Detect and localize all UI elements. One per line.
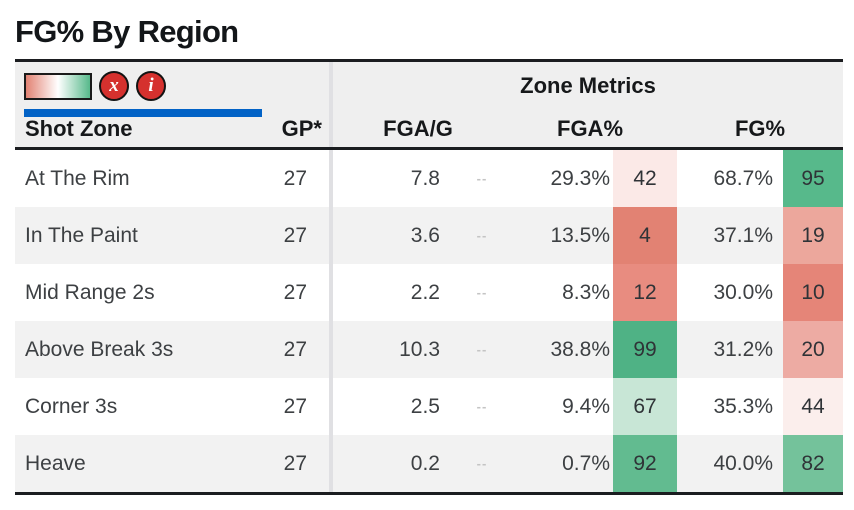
legend-row: x i Zone Metrics (15, 62, 843, 110)
cell-shot-zone: Above Break 3s (25, 337, 174, 361)
cell-fg-pct: 35.3% (713, 394, 773, 418)
table-row-heave: Heave 27 0.2 -- 0.7% 92 40.0% 82 (15, 435, 843, 492)
cell-fga-pct: 13.5% (550, 223, 610, 247)
table-row-corner-3s: Corner 3s 27 2.5 -- 9.4% 67 35.3% 44 (15, 378, 843, 435)
group-header: Zone Metrics (520, 73, 656, 98)
trend-placeholder: -- (476, 285, 488, 300)
cell-gp: 27 (283, 337, 307, 361)
cell-shot-zone: Mid Range 2s (25, 280, 155, 304)
cell-fg-pct-percentile: 95 (783, 150, 843, 207)
cell-fg-pct-percentile: 20 (783, 321, 843, 378)
cell-gp: 27 (283, 451, 307, 475)
trend-placeholder: -- (476, 456, 488, 471)
table-body: At The Rim 27 7.8 -- 29.3% 42 68.7% 95 I… (15, 150, 843, 492)
cell-fga-per-game: 2.2 (410, 280, 440, 304)
cell-fg-pct: 68.7% (713, 166, 773, 190)
header-shot-zone[interactable]: Shot Zone (25, 115, 133, 141)
cell-fg-pct: 40.0% (713, 451, 773, 475)
cell-gp: 27 (283, 280, 307, 304)
cell-shot-zone: At The Rim (25, 166, 130, 190)
cell-shot-zone: Heave (25, 451, 86, 475)
section-divider (329, 110, 333, 147)
section-divider (329, 62, 333, 110)
cell-fga-pct-percentile: 12 (613, 264, 677, 321)
header-gp[interactable]: GP* (281, 115, 322, 141)
section-divider (329, 150, 333, 207)
table-row-mid-range-2s: Mid Range 2s 27 2.2 -- 8.3% 12 30.0% 10 (15, 264, 843, 321)
cell-fga-pct: 8.3% (562, 280, 610, 304)
cell-fga-pct-percentile: 92 (613, 435, 677, 492)
cell-fg-pct: 31.2% (713, 337, 773, 361)
table-row-above-break-3s: Above Break 3s 27 10.3 -- 38.8% 99 31.2%… (15, 321, 843, 378)
cell-fg-pct-percentile: 82 (783, 435, 843, 492)
section-divider (329, 264, 333, 321)
cell-fga-per-game: 2.5 (410, 394, 440, 418)
info-button[interactable]: i (136, 71, 166, 101)
trend-placeholder: -- (476, 228, 488, 243)
header-fga-per-game[interactable]: FGA/G (383, 115, 453, 141)
cell-fga-per-game: 3.6 (410, 223, 440, 247)
cell-fg-pct-percentile: 19 (783, 207, 843, 264)
trend-placeholder: -- (476, 399, 488, 414)
cell-fg-pct: 37.1% (713, 223, 773, 247)
cell-shot-zone: Corner 3s (25, 394, 118, 418)
section-divider (329, 435, 333, 492)
cell-fga-per-game: 10.3 (399, 337, 440, 361)
cell-fga-per-game: 0.2 (410, 451, 440, 475)
close-button[interactable]: x (99, 71, 129, 101)
cell-fga-per-game: 7.8 (410, 166, 440, 190)
sort-indicator-bar (24, 109, 262, 117)
trend-placeholder: -- (476, 342, 488, 357)
cell-gp: 27 (283, 166, 307, 190)
page-title: FG% By Region (15, 14, 239, 49)
table-row-in-the-paint: In The Paint 27 3.6 -- 13.5% 4 37.1% 19 (15, 207, 843, 264)
trend-placeholder: -- (476, 171, 488, 186)
cell-fga-pct-percentile: 42 (613, 150, 677, 207)
cell-gp: 27 (283, 223, 307, 247)
percentile-gradient-legend (24, 72, 92, 100)
cell-fg-pct: 30.0% (713, 280, 773, 304)
section-divider (329, 207, 333, 264)
cell-fga-pct: 38.8% (550, 337, 610, 361)
table-row-at-the-rim: At The Rim 27 7.8 -- 29.3% 42 68.7% 95 (15, 150, 843, 207)
cell-fg-pct-percentile: 10 (783, 264, 843, 321)
section-divider (329, 321, 333, 378)
shot-zone-table: x i Zone Metrics Shot Zone GP* FGA/G FGA… (15, 59, 843, 495)
column-headers: Shot Zone GP* FGA/G FGA% FG% (15, 110, 843, 147)
cell-fga-pct: 29.3% (550, 166, 610, 190)
section-divider (329, 378, 333, 435)
cell-fga-pct: 9.4% (562, 394, 610, 418)
header-fga-pct[interactable]: FGA% (557, 115, 623, 141)
cell-fga-pct: 0.7% (562, 451, 610, 475)
table-header: x i Zone Metrics Shot Zone GP* FGA/G FGA… (15, 62, 843, 150)
cell-fga-pct-percentile: 67 (613, 378, 677, 435)
cell-fga-pct-percentile: 4 (613, 207, 677, 264)
legend-controls: x i (15, 62, 329, 110)
cell-shot-zone: In The Paint (25, 223, 138, 247)
header-fg-pct[interactable]: FG% (734, 115, 786, 141)
cell-fga-pct-percentile: 99 (613, 321, 677, 378)
cell-gp: 27 (283, 394, 307, 418)
cell-fg-pct-percentile: 44 (783, 378, 843, 435)
